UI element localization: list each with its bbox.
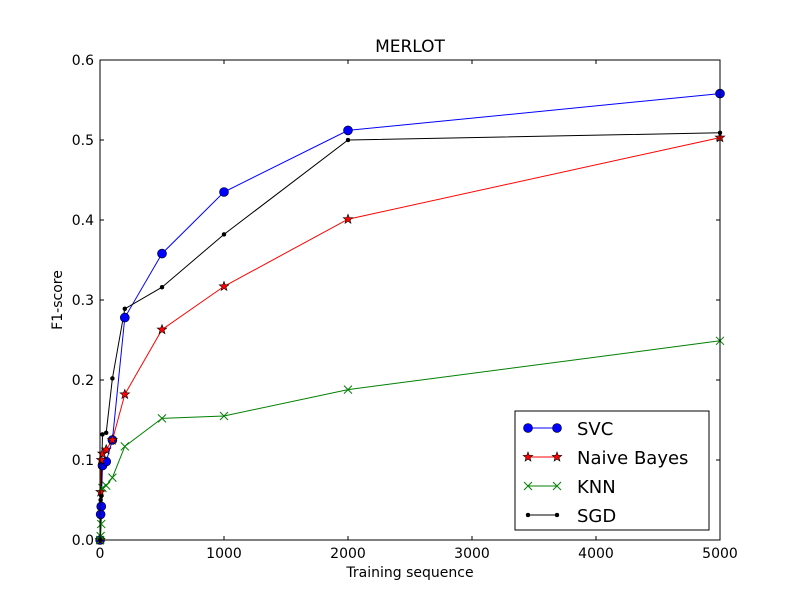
data-point-sgd	[103, 430, 109, 436]
legend-label-knn: KNN	[577, 477, 616, 498]
y-tick-label: 0.1	[72, 453, 94, 469]
legend-label-sgd: SGD	[577, 506, 616, 527]
data-point-knn	[219, 411, 229, 421]
plot-area-frame	[99, 59, 721, 541]
data-point-naive-bayes	[95, 454, 107, 465]
data-point-svc	[219, 187, 229, 197]
legend-label-naive-bayes: Naive Bayes	[577, 448, 688, 469]
legend: SVC Naive Bayes KNN SGD	[514, 410, 710, 531]
data-point-knn	[101, 481, 111, 490]
data-point-sgd	[345, 137, 351, 143]
data-point-naive-bayes	[218, 280, 230, 292]
x-axis-label: Training sequence	[345, 565, 473, 581]
y-tick-label: 0.3	[72, 293, 94, 309]
legend-marker-knn	[523, 481, 533, 491]
data-point-knn	[108, 473, 117, 482]
data-point-naive-bayes	[342, 213, 354, 224]
legend-marker-naive-bayes	[551, 451, 563, 462]
data-point-naive-bayes	[119, 388, 131, 400]
x-tick-label: 0	[96, 546, 105, 562]
legend-marker-naive-bayes	[522, 451, 534, 462]
data-point-sgd	[110, 376, 115, 381]
x-tick-label: 1000	[206, 546, 242, 562]
data-point-naive-bayes	[106, 434, 118, 445]
data-point-knn	[157, 414, 167, 423]
legend-marker-svc	[552, 423, 562, 433]
data-point-knn	[120, 442, 130, 451]
data-point-naive-bayes	[100, 443, 112, 455]
y-tick-label: 0.6	[72, 53, 94, 69]
data-point-svc	[343, 125, 353, 136]
data-point-sgd	[122, 306, 128, 312]
y-tick-label: 0.4	[72, 213, 94, 229]
data-point-sgd	[221, 232, 227, 237]
data-point-svc	[157, 248, 167, 259]
data-point-knn	[96, 531, 105, 541]
legend-marker-knn	[552, 481, 562, 491]
chart-title: MERLOT	[375, 37, 445, 57]
y-axis-label: F1-score	[50, 270, 66, 330]
x-tick-label: 3000	[454, 546, 490, 562]
x-tick-label: 2000	[330, 546, 366, 562]
legend-label-svc: SVC	[577, 419, 613, 440]
data-point-sgd	[159, 284, 165, 290]
data-point-knn	[96, 519, 106, 529]
x-tick-label: 5000	[702, 546, 738, 562]
data-point-naive-bayes	[156, 323, 168, 335]
data-point-svc	[120, 312, 130, 323]
y-tick-label: 0.2	[72, 373, 94, 389]
legend-marker-sgd	[554, 512, 560, 518]
legend-box	[514, 410, 710, 531]
legend-marker-sgd	[525, 512, 531, 518]
y-tick-label: 0.5	[72, 133, 94, 149]
data-point-svc	[96, 501, 107, 512]
data-point-sgd	[98, 497, 103, 503]
axis-ticks: 0 1000 2000 3000 4000 5000 0.0 0.1 0.2 0.3 0.4 0.5 0…	[72, 53, 738, 562]
legend-marker-svc	[523, 423, 533, 433]
data-point-knn	[343, 385, 353, 394]
data-point-sgd	[100, 432, 105, 437]
y-tick-label: 0.0	[72, 533, 94, 549]
data-point-svc	[95, 509, 106, 520]
x-tick-label: 4000	[578, 546, 614, 562]
